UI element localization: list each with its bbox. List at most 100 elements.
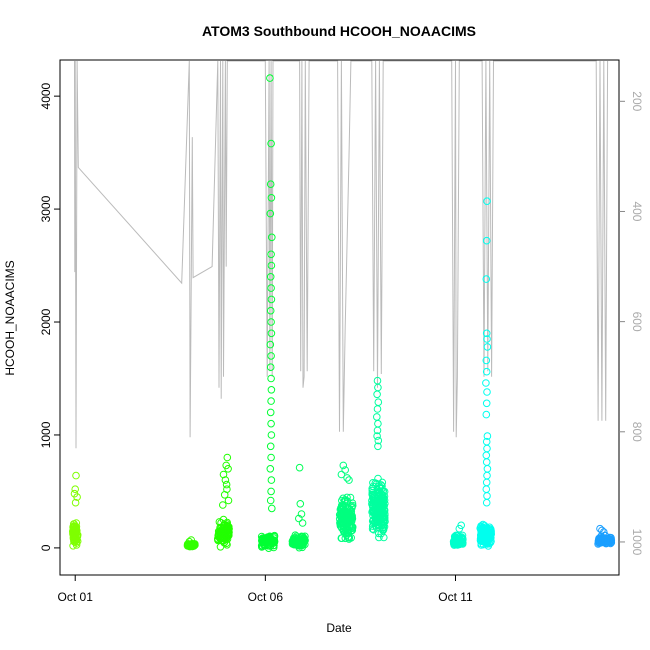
data-point: [375, 520, 383, 529]
data-point: [485, 531, 493, 540]
data-point-peak: [374, 442, 382, 451]
data-point: [219, 532, 227, 541]
series-6: [335, 461, 357, 543]
data-point-peak: [185, 537, 194, 546]
data-point: [260, 537, 268, 546]
data-point: [345, 514, 354, 523]
data-point-peak: [482, 478, 491, 487]
data-point: [379, 526, 387, 535]
y-axis-label: HCOOH_NOAACIMS: [3, 260, 17, 375]
data-point: [221, 530, 230, 538]
data-point-peak: [373, 426, 382, 435]
data-point-peak: [267, 453, 275, 462]
data-point-peak: [598, 526, 606, 535]
data-point-peak: [483, 335, 491, 343]
y-tick-label: 0: [39, 544, 53, 551]
data-point: [455, 540, 464, 549]
data-point: [371, 491, 379, 499]
data-point-peak: [482, 410, 491, 419]
data-point-peak: [268, 504, 276, 513]
data-point: [379, 497, 388, 505]
data-point: [346, 522, 355, 530]
y2-tick-label: 600: [630, 312, 644, 332]
data-point: [376, 511, 384, 519]
data-point: [478, 534, 487, 542]
data-point: [369, 479, 377, 487]
data-point-peak: [295, 463, 304, 472]
data-point: [371, 479, 380, 487]
data-point: [372, 505, 380, 514]
series-3: [214, 453, 233, 551]
data-point-peak: [72, 471, 80, 480]
data-point: [72, 541, 81, 549]
data-point-peak: [373, 405, 382, 413]
series-7: [368, 376, 389, 542]
data-point: [214, 532, 223, 541]
data-point-peak: [71, 485, 79, 494]
y2-tick-label: 1000: [630, 529, 644, 556]
y-tick-label: 4000: [39, 82, 53, 109]
data-point-peak: [267, 139, 275, 148]
data-point-peak: [266, 496, 275, 505]
data-point: [459, 535, 467, 544]
data-point: [337, 514, 346, 522]
pressure-trace-layer: [74, 60, 609, 449]
data-point-peak: [267, 419, 275, 428]
data-point: [601, 536, 610, 545]
x-tick-label: Oct 11: [438, 590, 473, 604]
axes-layer: Oct 01 Oct 06 Oct 11 0 1000 2000 3000 4000 200 40…: [39, 82, 644, 604]
data-point: [337, 519, 346, 528]
y-tick-label: 3000: [39, 195, 53, 222]
data-point-peak: [483, 465, 492, 473]
data-point: [458, 531, 467, 540]
data-point-peak: [221, 476, 230, 484]
data-point: [341, 496, 350, 504]
y-tick-label: 1000: [39, 421, 53, 448]
data-point: [378, 498, 387, 507]
y2-tick-label: 200: [630, 91, 644, 111]
data-point: [341, 502, 350, 510]
data-point-peak: [224, 465, 232, 473]
data-point-peak: [267, 261, 276, 270]
data-point: [380, 496, 389, 505]
data-point: [375, 533, 383, 542]
data-point-peak: [373, 390, 381, 399]
data-point: [453, 535, 462, 544]
y2-tick-label: 800: [630, 422, 644, 442]
data-point-peak: [483, 471, 491, 480]
data-point-peak: [267, 386, 276, 394]
y-tick-label: 2000: [39, 308, 53, 335]
data-point: [348, 499, 357, 508]
data-point-peak: [455, 524, 464, 533]
data-point: [485, 527, 493, 536]
data-point-peak: [295, 514, 303, 523]
data-point: [216, 527, 224, 535]
data-point-peak: [482, 356, 491, 365]
data-point-peak: [267, 352, 275, 360]
data-point-peak: [482, 451, 491, 460]
data-point-peak: [345, 476, 353, 484]
y2-tick-label: 400: [630, 201, 644, 221]
data-point: [70, 522, 79, 530]
data-point-peak: [223, 453, 232, 462]
data-point: [372, 501, 380, 509]
data-point-peak: [483, 432, 492, 440]
data-point: [348, 504, 356, 512]
data-point-peak: [266, 363, 275, 372]
data-point-peak: [267, 318, 275, 326]
data-point: [368, 508, 376, 516]
data-point: [270, 536, 279, 545]
data-point-peak: [343, 474, 351, 482]
data-point-peak: [483, 444, 491, 453]
data-point: [219, 515, 228, 524]
data-point-peak: [267, 431, 276, 439]
data-point-peak: [224, 496, 233, 505]
data-point-peak: [71, 498, 80, 507]
data-point: [368, 488, 377, 497]
data-point-peak: [482, 458, 491, 466]
data-point-peak: [266, 209, 275, 218]
data-point-peak: [267, 374, 275, 383]
data-point: [371, 496, 379, 505]
data-point-peak: [482, 367, 491, 376]
